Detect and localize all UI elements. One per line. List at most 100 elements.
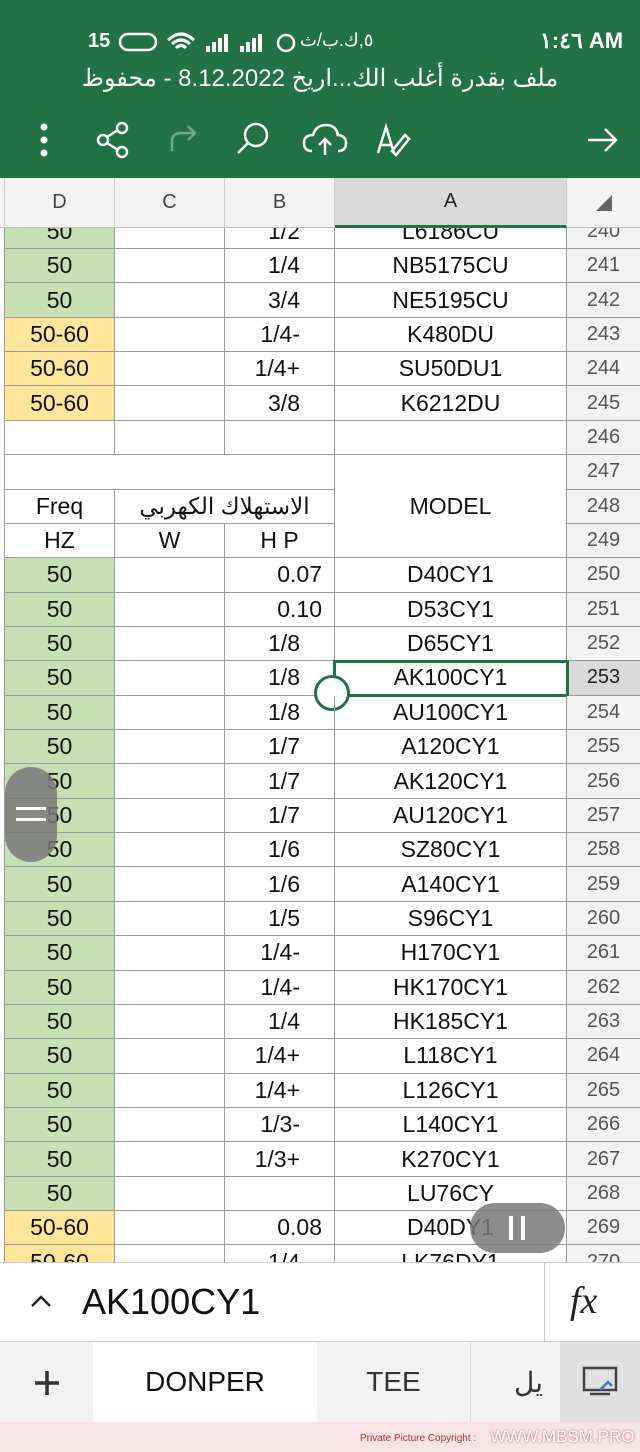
cell[interactable]: 50-60 bbox=[5, 1245, 115, 1262]
row-number[interactable]: 250 bbox=[567, 558, 640, 593]
cell[interactable]: 1/4- bbox=[225, 317, 335, 353]
more-button[interactable] bbox=[40, 123, 48, 157]
cell[interactable]: L6186CU bbox=[335, 228, 567, 249]
cell[interactable]: 50 bbox=[5, 867, 115, 902]
cell[interactable]: 50 bbox=[5, 695, 115, 731]
cell[interactable]: HK170CY1 bbox=[335, 970, 567, 1005]
cell[interactable] bbox=[115, 867, 225, 902]
row-number[interactable]: 249 bbox=[567, 523, 640, 559]
cell[interactable]: 1/8 bbox=[225, 695, 335, 731]
column-header[interactable]: A bbox=[335, 178, 567, 228]
row-number[interactable]: 256 bbox=[567, 764, 640, 799]
cell[interactable] bbox=[115, 352, 225, 387]
cell[interactable] bbox=[115, 970, 225, 1005]
search-button[interactable] bbox=[237, 122, 269, 154]
cell[interactable]: 1/7 bbox=[225, 730, 335, 765]
sheet-tab[interactable]: يل bbox=[514, 1367, 543, 1398]
cell[interactable]: SZ80CY1 bbox=[335, 833, 567, 868]
cell[interactable]: 0.08 bbox=[225, 1211, 335, 1246]
row-number[interactable]: 259 bbox=[567, 867, 640, 902]
cell[interactable] bbox=[115, 317, 225, 353]
cell[interactable]: 50-60 bbox=[5, 1211, 115, 1246]
cell[interactable]: 1/3+ bbox=[225, 1142, 335, 1177]
cell[interactable]: 1/4 bbox=[225, 249, 335, 284]
cell[interactable]: 50 bbox=[5, 970, 115, 1005]
cell[interactable]: 50-60 bbox=[5, 386, 115, 421]
column-header[interactable]: B bbox=[225, 178, 335, 228]
cell[interactable] bbox=[225, 1176, 335, 1212]
row-number[interactable]: 240 bbox=[567, 228, 640, 249]
cell[interactable]: 1/8 bbox=[225, 626, 335, 662]
cell[interactable] bbox=[335, 420, 567, 456]
cell[interactable] bbox=[115, 1108, 225, 1143]
cell[interactable]: 50 bbox=[5, 1108, 115, 1143]
sheet-tab[interactable]: TEE bbox=[317, 1342, 471, 1422]
cell[interactable] bbox=[115, 249, 225, 284]
cell[interactable]: 50 bbox=[5, 592, 115, 627]
header-cell[interactable]: Freq bbox=[5, 489, 115, 524]
header-cell[interactable]: MODEL bbox=[335, 455, 567, 559]
cell[interactable]: 1/4- bbox=[225, 970, 335, 1005]
cell[interactable] bbox=[115, 283, 225, 318]
cell[interactable]: 1/3- bbox=[225, 1108, 335, 1143]
header-cell[interactable]: W bbox=[115, 523, 225, 559]
row-number[interactable]: 258 bbox=[567, 833, 640, 868]
cell[interactable] bbox=[115, 1211, 225, 1246]
cell[interactable]: H170CY1 bbox=[335, 936, 567, 971]
row-number[interactable]: 270 bbox=[567, 1245, 640, 1262]
cell[interactable]: LU76CY bbox=[335, 1176, 567, 1212]
row-number[interactable]: 246 bbox=[567, 420, 640, 456]
cell[interactable]: 50 bbox=[5, 558, 115, 593]
row-number[interactable]: 262 bbox=[567, 970, 640, 1005]
cell[interactable] bbox=[115, 1245, 225, 1262]
cell[interactable]: 1/4- bbox=[225, 936, 335, 971]
cell[interactable]: 1/4+ bbox=[225, 1039, 335, 1074]
row-number[interactable]: 260 bbox=[567, 901, 640, 937]
cell[interactable] bbox=[115, 1004, 225, 1040]
cell[interactable]: 1/4 bbox=[225, 1004, 335, 1040]
cell[interactable]: 1/4+ bbox=[225, 352, 335, 387]
cell[interactable]: D40CY1 bbox=[335, 558, 567, 593]
row-number[interactable]: 245 bbox=[567, 386, 640, 421]
cell[interactable]: AU120CY1 bbox=[335, 798, 567, 834]
row-number[interactable]: 247 bbox=[567, 455, 640, 490]
expand-formula[interactable] bbox=[30, 1293, 52, 1309]
cell[interactable] bbox=[115, 1039, 225, 1074]
row-number[interactable]: 263 bbox=[567, 1004, 640, 1040]
scroll-handle[interactable] bbox=[470, 1203, 565, 1253]
cell[interactable] bbox=[115, 901, 225, 937]
cell[interactable]: 0.07 bbox=[225, 558, 335, 593]
row-number[interactable]: 241 bbox=[567, 249, 640, 284]
cell[interactable]: NB5175CU bbox=[335, 249, 567, 284]
add-sheet[interactable] bbox=[33, 1369, 61, 1397]
cell[interactable]: 3/4 bbox=[225, 283, 335, 318]
row-number[interactable]: 264 bbox=[567, 1039, 640, 1074]
cell[interactable]: K6212DU bbox=[335, 386, 567, 421]
cell[interactable] bbox=[115, 730, 225, 765]
cell[interactable] bbox=[115, 661, 225, 696]
forward-button[interactable] bbox=[588, 128, 618, 152]
row-number[interactable]: 248 bbox=[567, 489, 640, 524]
cell[interactable] bbox=[115, 798, 225, 834]
cell[interactable] bbox=[115, 936, 225, 971]
cell[interactable]: D53CY1 bbox=[335, 592, 567, 627]
header-cell[interactable]: H P bbox=[225, 523, 335, 559]
edit-button[interactable] bbox=[376, 122, 411, 157]
cell[interactable]: NE5195CU bbox=[335, 283, 567, 318]
row-number[interactable]: 244 bbox=[567, 352, 640, 387]
cell[interactable]: K480DU bbox=[335, 317, 567, 353]
cell[interactable] bbox=[115, 228, 225, 249]
cell[interactable]: AU100CY1 bbox=[335, 695, 567, 731]
row-number[interactable]: 243 bbox=[567, 317, 640, 353]
cell[interactable] bbox=[115, 833, 225, 868]
row-number[interactable]: 269 bbox=[567, 1211, 640, 1246]
cell[interactable]: K270CY1 bbox=[335, 1142, 567, 1177]
cell[interactable] bbox=[115, 1176, 225, 1212]
cell[interactable]: SU50DU1 bbox=[335, 352, 567, 387]
cell[interactable]: 50 bbox=[5, 661, 115, 696]
cell[interactable]: L140CY1 bbox=[335, 1108, 567, 1143]
header-cell[interactable]: الاستهلاك الكهربي bbox=[115, 489, 335, 524]
row-number[interactable]: 252 bbox=[567, 626, 640, 662]
cell[interactable]: 1/6 bbox=[225, 867, 335, 902]
row-number[interactable]: 257 bbox=[567, 798, 640, 834]
